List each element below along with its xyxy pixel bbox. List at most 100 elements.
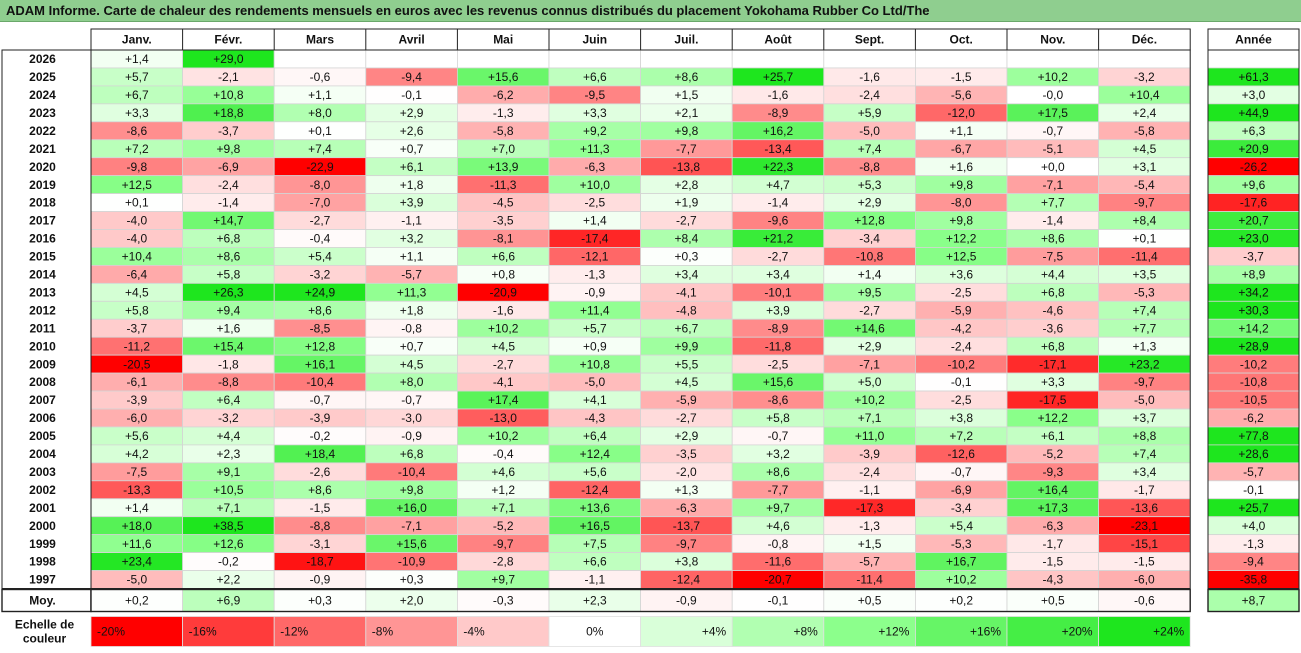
cell-value: -0,8 (401, 321, 422, 335)
annual-value: -9,4 (1243, 555, 1264, 569)
cell-value: +12,4 (580, 447, 611, 461)
cell-value: +3,4 (675, 268, 699, 282)
cell-value: +4,1 (583, 393, 607, 407)
cell-value: +10,4 (1129, 88, 1160, 102)
cell-value: +7,7 (1041, 196, 1065, 210)
cell-value: +2,4 (1133, 106, 1157, 120)
annual-value: -26,2 (1240, 160, 1268, 174)
cell-value: +16,2 (763, 124, 794, 138)
cell-value: +8,4 (675, 232, 699, 246)
cell-value: +16,5 (580, 519, 611, 533)
cell-value: +3,9 (400, 196, 424, 210)
annual-value: +28,6 (1238, 447, 1269, 461)
cell-value: -4,8 (676, 303, 697, 317)
cell-value: -3,5 (493, 214, 514, 228)
year-label: 2004 (29, 447, 56, 461)
cell-value: +4,5 (125, 285, 149, 299)
year-label: 2006 (29, 411, 56, 425)
cell-value: +4,6 (491, 465, 515, 479)
year-label: 2001 (29, 501, 56, 515)
cell-value: -2,4 (218, 178, 239, 192)
year-label: 2007 (29, 393, 56, 407)
cell-value: +15,6 (763, 375, 794, 389)
annual-value: -5,7 (1243, 465, 1264, 479)
cell-value: +16,0 (396, 501, 427, 515)
cell-value: -0,1 (401, 88, 422, 102)
cell-value: +1,1 (949, 124, 973, 138)
cell-value: +26,3 (213, 285, 244, 299)
cell-value: +1,8 (400, 178, 424, 192)
cell-value: -20,9 (490, 285, 518, 299)
scale-label: couleur (23, 632, 67, 646)
cell-value: +6,1 (1041, 429, 1065, 443)
average-label: Moy. (29, 594, 55, 608)
cell-value: -10,4 (398, 465, 426, 479)
cell-value: +8,8 (1133, 429, 1157, 443)
cell-value: +17,5 (1038, 106, 1069, 120)
cell-value: +7,0 (491, 142, 515, 156)
cell-value: -0,6 (310, 70, 331, 84)
year-label: 2012 (29, 303, 56, 317)
month-header: Mai (493, 33, 513, 47)
cell-value: +12,5 (946, 250, 977, 264)
cell-value: +3,8 (675, 555, 699, 569)
year-label: 1997 (29, 573, 56, 587)
cell-value: -5,2 (1042, 447, 1063, 461)
scale-swatch (456, 616, 550, 647)
cell-value: +1,5 (858, 537, 882, 551)
year-label: 2011 (29, 321, 55, 335)
cell-value: +4,2 (125, 447, 149, 461)
cell-value: +8,4 (1133, 214, 1157, 228)
month-header: Avril (398, 33, 424, 47)
cell-value: -7,7 (676, 142, 697, 156)
cell-value: +9,5 (858, 285, 882, 299)
cell-value: -11,6 (765, 555, 792, 569)
cell-value: -10,8 (856, 250, 884, 264)
cell-value: +2,8 (675, 178, 699, 192)
cell-value: -6,3 (584, 160, 605, 174)
year-label: 2016 (29, 232, 56, 246)
cell-value: -3,2 (310, 268, 331, 282)
annual-value: +20,7 (1238, 214, 1269, 228)
cell-value: +10,2 (488, 429, 519, 443)
year-label: 2018 (29, 196, 56, 210)
page-title: ADAM Informe. Carte de chaleur des rende… (6, 3, 930, 18)
average-value: +0,5 (1041, 594, 1065, 608)
cell-value: +6,6 (583, 70, 607, 84)
cell-value: -7,5 (126, 465, 147, 479)
cell-value: +8,6 (308, 303, 332, 317)
cell-value: -8,6 (768, 393, 789, 407)
cell-value: +38,5 (213, 519, 244, 533)
scale-swatch (365, 616, 458, 647)
cell-value: +4,4 (1041, 268, 1065, 282)
cell-value: +2,9 (675, 429, 699, 443)
cell-value: -23,1 (1131, 519, 1159, 533)
cell-value: -5,1 (1042, 142, 1063, 156)
cell-value: -5,6 (951, 88, 972, 102)
cell-value: +15,6 (396, 537, 427, 551)
cell-value: +10,8 (213, 88, 244, 102)
cell-value: -1,6 (493, 303, 514, 317)
cell-value: +5,9 (858, 106, 882, 120)
cell-value: +13,6 (580, 501, 611, 515)
cell-value: -1,3 (859, 519, 880, 533)
cell-value: -3,2 (218, 411, 239, 425)
cell-value: +11,3 (397, 285, 427, 299)
cell-value: -12,1 (581, 250, 609, 264)
cell-value: +4,5 (1133, 142, 1157, 156)
year-label: 2024 (29, 88, 56, 102)
cell-value: +4,5 (400, 357, 424, 371)
cell-value: -5,0 (126, 573, 147, 587)
cell-value: -2,7 (676, 411, 697, 425)
cell-value: -7,5 (1042, 250, 1063, 264)
cell-value: +2,9 (858, 196, 882, 210)
cell-value: +3,8 (949, 411, 973, 425)
cell-value: +4,7 (766, 178, 790, 192)
cell-value: -4,2 (951, 321, 972, 335)
cell-value: +1,4 (858, 268, 882, 282)
cell-value: +3,2 (400, 232, 424, 246)
cell-value: -2,5 (951, 285, 972, 299)
cell-value: -4,0 (126, 214, 147, 228)
cell-value: -1,5 (951, 70, 972, 84)
year-label: 2008 (29, 375, 56, 389)
